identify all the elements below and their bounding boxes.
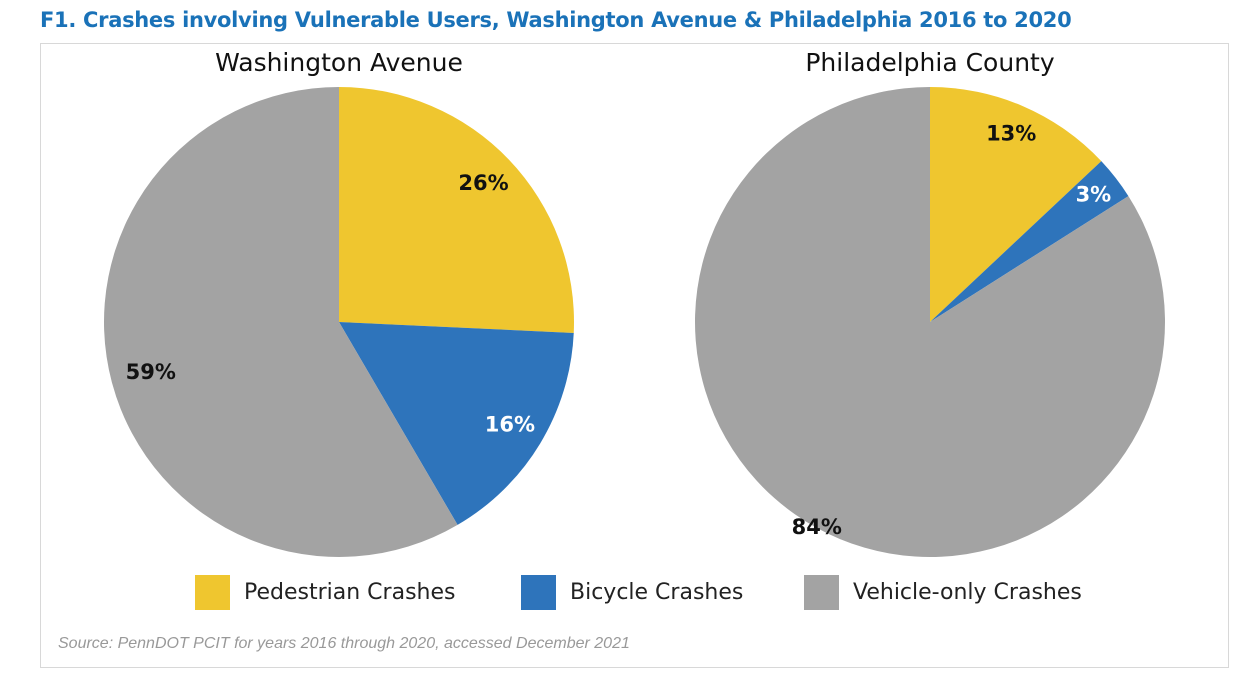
- legend-item-vehicle: Vehicle-only Crashes: [804, 575, 1082, 610]
- pie-slice-bicycle: [930, 161, 1129, 322]
- legend-swatch-vehicle: [804, 575, 839, 610]
- pie-label-bicycle: 3%: [1076, 182, 1112, 206]
- pie-title-philadelphia: Philadelphia County: [805, 48, 1054, 77]
- pie-slice-vehicle: [103, 87, 458, 557]
- pie-label-pedestrian: 13%: [986, 121, 1036, 145]
- pie-slice-pedestrian: [339, 87, 574, 333]
- legend-swatch-pedestrian: [195, 575, 230, 610]
- source-note: Source: PennDOT PCIT for years 2016 thro…: [58, 635, 630, 652]
- figure-title: F1. Crashes involving Vulnerable Users, …: [40, 8, 1072, 32]
- pie-label-vehicle: 59%: [126, 360, 176, 384]
- legend-label: Bicycle Crashes: [570, 580, 744, 605]
- legend-item-pedestrian: Pedestrian Crashes: [195, 575, 455, 610]
- pie-slice-bicycle: [339, 322, 574, 525]
- pie-label-pedestrian: 26%: [458, 171, 508, 195]
- pie-label-vehicle: 84%: [792, 515, 842, 539]
- chart-frame: [40, 43, 1229, 668]
- legend-swatch-bicycle: [521, 575, 556, 610]
- pie-title-washington: Washington Avenue: [215, 48, 463, 77]
- legend-label: Vehicle-only Crashes: [853, 580, 1082, 605]
- legend-label: Pedestrian Crashes: [244, 580, 456, 605]
- pie-label-bicycle: 16%: [485, 412, 535, 436]
- legend-item-bicycle: Bicycle Crashes: [521, 575, 743, 610]
- pie-slice-pedestrian: [930, 87, 1102, 322]
- pie-slice-vehicle: [695, 87, 1166, 558]
